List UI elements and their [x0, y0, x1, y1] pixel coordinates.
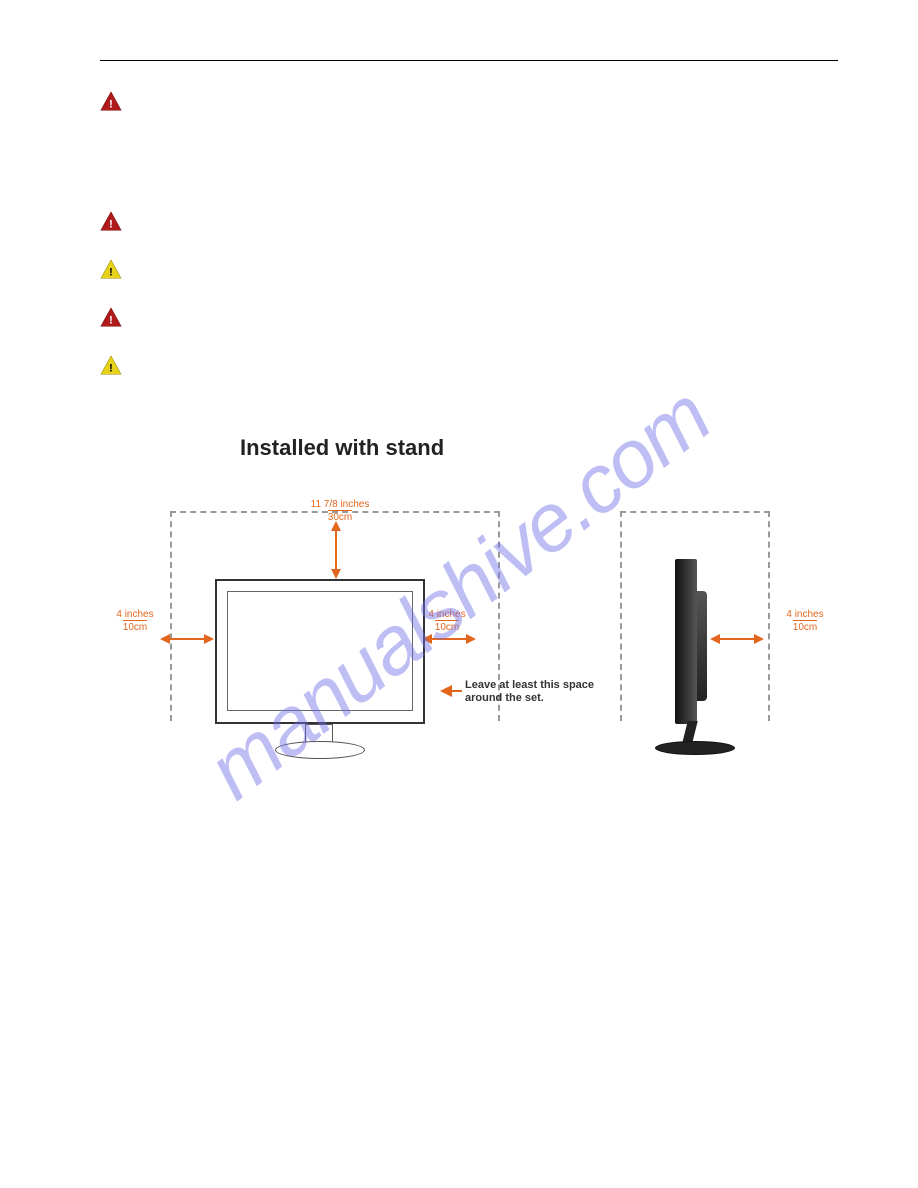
- dim-label-top: 11 7/8 inches 30cm: [295, 499, 385, 523]
- monitor-stand-base: [275, 741, 365, 759]
- arrow-right-front-icon: [422, 631, 476, 647]
- monitor-side: [675, 559, 697, 724]
- dim-left-inches: 4 inches: [116, 609, 153, 620]
- svg-text:!: !: [109, 218, 113, 230]
- dim-label-right-front: 4 inches 10cm: [422, 609, 472, 633]
- monitor-side-back: [697, 591, 707, 701]
- dim-label-left: 4 inches 10cm: [110, 609, 160, 633]
- dim-label-right-side: 4 inches 10cm: [780, 609, 830, 633]
- monitor-side-base: [655, 741, 735, 755]
- arrow-right-side-icon: [710, 631, 764, 647]
- dim-rs-cm: 10cm: [793, 620, 817, 633]
- monitor-side-leg: [682, 721, 697, 743]
- arrow-top-icon: [326, 521, 346, 579]
- monitor-screen-front: [227, 591, 413, 711]
- svg-text:!: !: [109, 266, 113, 278]
- arrow-note-icon: [440, 685, 462, 697]
- warning-row-4: !: [100, 305, 838, 327]
- dim-top-inches: 11 7/8 inches: [311, 499, 370, 510]
- top-rule: [100, 60, 838, 61]
- dim-left-cm: 10cm: [123, 620, 147, 633]
- warning-row-1: !: [100, 89, 838, 111]
- svg-text:!: !: [109, 362, 113, 374]
- clearance-note: Leave at least this space around the set…: [465, 679, 615, 705]
- warning-red-icon: !: [100, 307, 122, 327]
- svg-text:!: !: [109, 314, 113, 326]
- warning-red-icon: !: [100, 211, 122, 231]
- note-line-2: around the set.: [465, 692, 544, 704]
- warning-row-3: !: [100, 257, 838, 279]
- warning-yellow-icon: !: [100, 259, 122, 279]
- dim-rf-inches: 4 inches: [428, 609, 465, 620]
- svg-text:!: !: [109, 98, 113, 110]
- warning-red-icon: !: [100, 91, 122, 111]
- warning-yellow-icon: !: [100, 355, 122, 375]
- warning-row-2: !: [100, 209, 838, 231]
- section-title: Installed with stand: [240, 435, 838, 461]
- dim-rs-inches: 4 inches: [786, 609, 823, 620]
- warning-row-5: !: [100, 353, 838, 375]
- note-line-1: Leave at least this space: [465, 679, 594, 691]
- page-container: ! ! ! ! ! Installed with stand 11 7/8 in…: [0, 0, 918, 871]
- installation-diagram: 11 7/8 inches 30cm 4 inches 10cm 4 inche…: [100, 491, 838, 831]
- arrow-left-icon: [160, 631, 214, 647]
- monitor-front: [215, 579, 425, 724]
